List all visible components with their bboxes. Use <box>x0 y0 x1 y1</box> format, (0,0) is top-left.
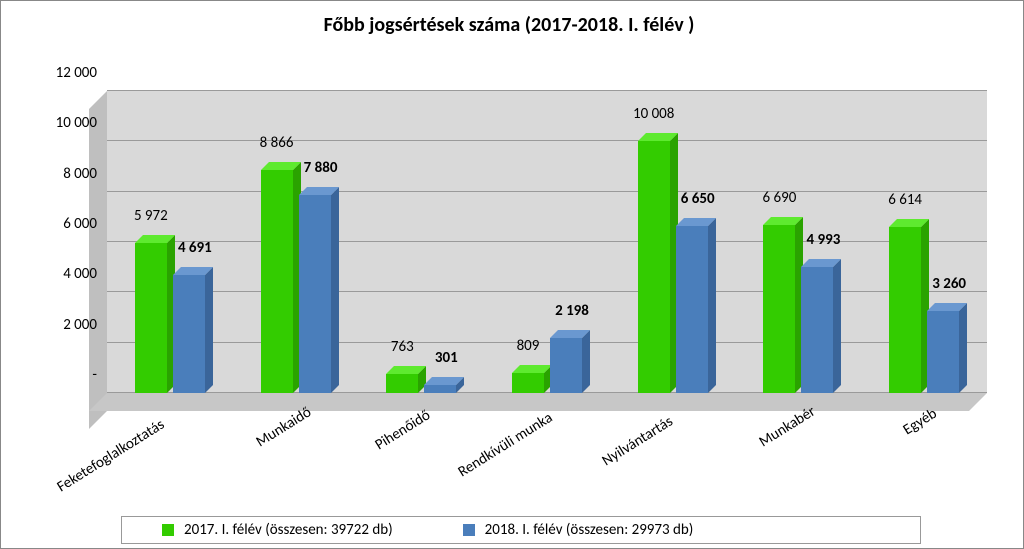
legend-item-2018: 2018. I. félév (összesen: 29973 db) <box>463 521 694 539</box>
data-label-2018: 4 993 <box>793 231 853 249</box>
data-label-2018: 6 650 <box>668 190 728 208</box>
category-labels: FeketefoglalkoztatásMunkaidőPihenőidőRen… <box>107 411 987 455</box>
legend: 2017. I. félév (összesen: 39722 db) 2018… <box>121 516 921 544</box>
legend-label-2017: 2017. I. félév (összesen: 39722 db) <box>184 521 393 539</box>
y-tick-label: 12 000 <box>37 64 97 82</box>
bar-2017 <box>261 170 293 393</box>
chart-title: Főbb jogsértések száma (2017-2018. I. fé… <box>9 13 1009 37</box>
bars-container: 5 9724 6918 8667 8807633018092 19810 008… <box>107 91 987 393</box>
bar-2018 <box>173 275 205 393</box>
legend-item-2017: 2017. I. félév (összesen: 39722 db) <box>162 521 393 539</box>
bar-2018 <box>299 195 331 393</box>
bar-2018 <box>801 267 833 393</box>
bar-2018 <box>676 226 708 393</box>
data-label-2017: 6 690 <box>749 189 809 207</box>
data-label-2017: 6 614 <box>875 191 935 209</box>
data-label-2018: 4 691 <box>165 239 225 257</box>
data-label-2018: 301 <box>416 349 476 367</box>
bar-2017 <box>638 141 670 393</box>
data-label-2018: 3 260 <box>919 275 979 293</box>
y-tick-label: 2 000 <box>37 316 97 334</box>
category-label: Nyilvántartás <box>599 412 676 470</box>
data-label-2017: 8 866 <box>247 134 307 152</box>
category-label: Feketefoglalkoztatás <box>54 416 168 496</box>
bar-2018 <box>424 385 456 393</box>
data-label-2018: 7 880 <box>291 159 351 177</box>
chart-frame: Főbb jogsértések száma (2017-2018. I. fé… <box>0 0 1024 549</box>
y-tick-label: 4 000 <box>37 265 97 283</box>
legend-label-2018: 2018. I. félév (összesen: 29973 db) <box>485 521 694 539</box>
bar-2017 <box>512 373 544 393</box>
category-label: Munkaidő <box>253 403 315 451</box>
y-tick-label: 6 000 <box>37 215 97 233</box>
bar-2018 <box>927 311 959 393</box>
data-label-2017: 5 972 <box>121 207 181 225</box>
bar-2017 <box>763 225 795 393</box>
data-label-2017: 809 <box>498 337 558 355</box>
y-tick-label: 10 000 <box>37 114 97 132</box>
floor <box>89 393 987 411</box>
legend-swatch-2018 <box>463 524 475 536</box>
data-label-2018: 2 198 <box>542 302 602 320</box>
bar-2017 <box>386 374 418 393</box>
plot-area: -2 0004 0006 0008 00010 00012 000 5 9724… <box>43 51 1003 451</box>
y-tick-label: - <box>37 366 97 384</box>
legend-swatch-2017 <box>162 524 174 536</box>
category-label: Pihenőidő <box>372 407 434 455</box>
y-tick-label: 8 000 <box>37 165 97 183</box>
category-label: Rendkívüli munka <box>455 409 556 481</box>
bar-2017 <box>135 243 167 393</box>
data-label-2017: 10 008 <box>624 105 684 123</box>
bar-2017 <box>889 227 921 393</box>
